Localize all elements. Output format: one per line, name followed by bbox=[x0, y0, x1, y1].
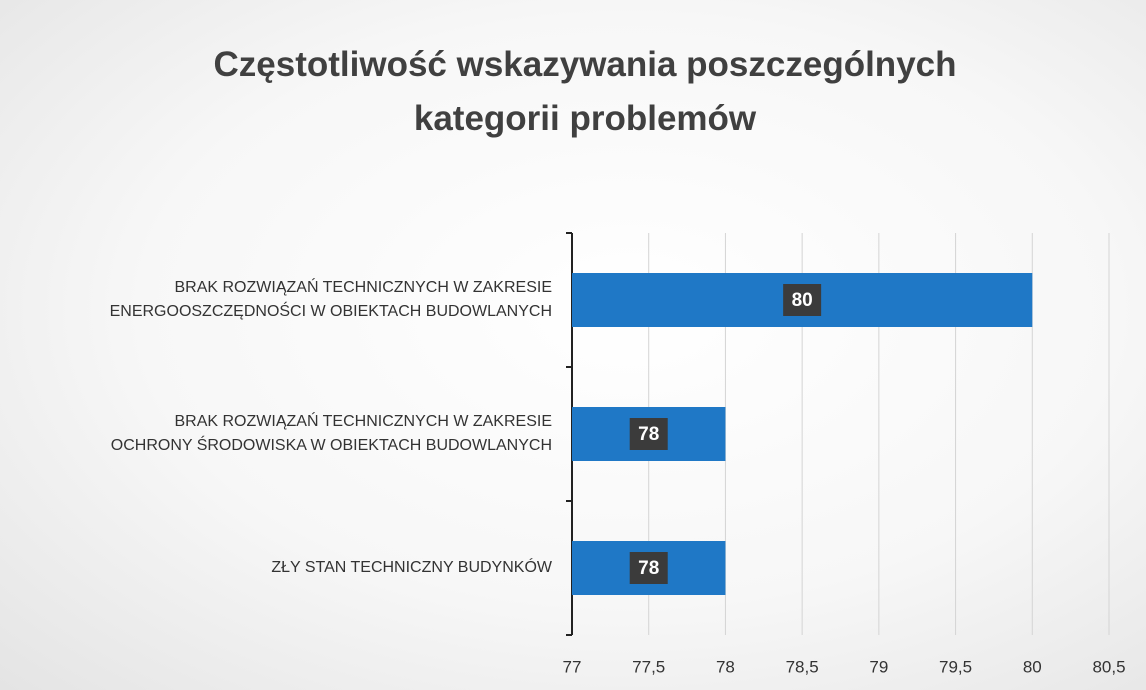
y-tick-label: BRAK ROZWIĄZAŃ TECHNICZNYCH W ZAKRESIE E… bbox=[109, 279, 552, 320]
data-label: 78 bbox=[638, 558, 659, 579]
data-label: 80 bbox=[792, 290, 813, 311]
x-tick-label: 80 bbox=[1023, 657, 1042, 676]
x-tick-label: 78,5 bbox=[786, 657, 819, 676]
data-label-box bbox=[629, 418, 668, 450]
data-label-box bbox=[629, 552, 668, 584]
data-label: 78 bbox=[638, 424, 659, 445]
y-tick-label: ZŁY STAN TECHNICZNY BUDYNKÓW bbox=[271, 559, 552, 576]
x-tick-label: 77 bbox=[563, 657, 582, 676]
chart-title: Częstotliwość wskazywania poszczególnych… bbox=[213, 45, 957, 138]
x-tick-label: 79,5 bbox=[939, 657, 972, 676]
data-label-box bbox=[783, 284, 822, 316]
x-tick-label: 77,5 bbox=[632, 657, 665, 676]
x-tick-label: 79 bbox=[869, 657, 888, 676]
x-tick-label: 80,5 bbox=[1092, 657, 1125, 676]
y-tick-label: BRAK ROZWIĄZAŃ TECHNICZNYCH W ZAKRESIE O… bbox=[110, 413, 552, 454]
x-tick-label: 78 bbox=[716, 657, 735, 676]
